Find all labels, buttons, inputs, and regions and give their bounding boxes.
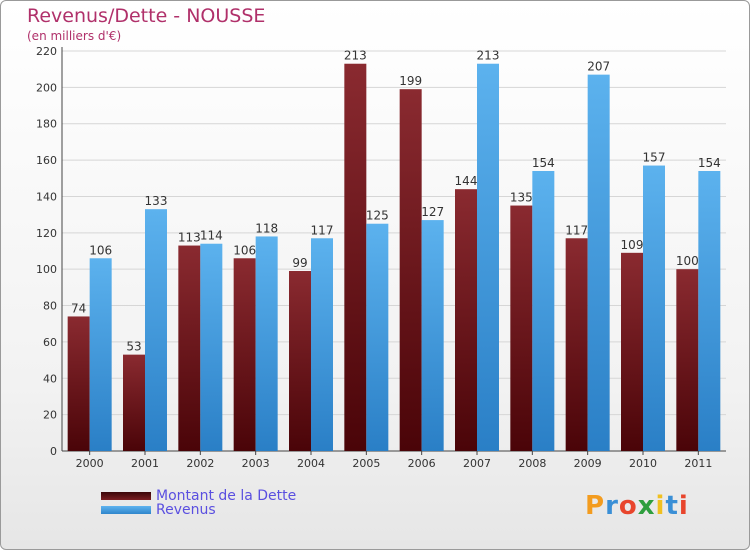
data-label: 144 — [455, 174, 478, 188]
y-tick-label: 140 — [36, 190, 57, 203]
bar-dette — [233, 258, 256, 451]
data-label: 125 — [366, 209, 389, 223]
x-tick-label: 2002 — [186, 457, 214, 470]
data-label: 117 — [311, 223, 334, 237]
data-label: 109 — [621, 238, 644, 252]
logo-letter: r — [605, 491, 619, 521]
logo-letter: x — [637, 491, 656, 521]
data-label: 118 — [255, 221, 278, 235]
bar-revenus — [587, 74, 610, 452]
x-tick-label: 2006 — [408, 457, 436, 470]
data-label: 207 — [587, 60, 610, 74]
bar-revenus — [255, 236, 278, 451]
y-tick-label: 120 — [36, 227, 57, 240]
x-tick-label: 2009 — [574, 457, 602, 470]
x-tick-label: 2005 — [352, 457, 380, 470]
bar-dette — [123, 354, 145, 451]
y-tick-label: 40 — [43, 372, 57, 385]
bar-dette — [289, 271, 311, 451]
bar-dette — [621, 252, 643, 451]
bar-dette — [344, 63, 367, 452]
y-tick-label: 80 — [43, 300, 57, 313]
bar-revenus — [698, 171, 721, 451]
x-tick-label: 2004 — [297, 457, 325, 470]
data-label: 53 — [126, 340, 141, 354]
legend-label-dette: Montant de la Dette — [156, 488, 297, 504]
chart-title: Revenus/Dette - NOUSSE — [27, 5, 266, 27]
data-label: 213 — [344, 49, 367, 63]
x-tick-label: 2000 — [76, 457, 104, 470]
logo-letter: o — [618, 491, 638, 521]
y-tick-label: 160 — [36, 154, 57, 167]
y-tick-label: 200 — [36, 81, 57, 94]
bar-dette — [676, 269, 699, 451]
data-label: 100 — [676, 254, 699, 268]
data-label: 106 — [233, 243, 256, 257]
bar-dette — [510, 205, 533, 451]
bar-revenus — [366, 223, 389, 451]
x-tick-label: 2010 — [629, 457, 657, 470]
data-label: 114 — [200, 229, 223, 243]
legend-item-dette: Montant de la Dette — [101, 488, 297, 504]
data-label: 127 — [421, 205, 444, 219]
legend-swatch-dette — [101, 492, 151, 500]
bar-revenus — [643, 165, 665, 451]
y-tick-label: 100 — [36, 263, 57, 276]
data-label: 74 — [71, 301, 86, 315]
x-tick-label: 2011 — [684, 457, 712, 470]
logo-letter: i — [678, 491, 689, 521]
bar-revenus — [532, 171, 555, 451]
logo-letter: t — [665, 491, 679, 521]
x-tick-label: 2003 — [242, 457, 270, 470]
data-label: 99 — [292, 256, 307, 270]
data-label: 106 — [89, 243, 112, 257]
bar-revenus — [311, 238, 333, 451]
data-label: 154 — [532, 156, 555, 170]
data-label: 157 — [643, 151, 666, 165]
bar-dette — [565, 238, 588, 451]
bar-dette — [455, 189, 477, 451]
x-tick-label: 2008 — [518, 457, 546, 470]
logo-letter: i — [655, 491, 666, 521]
proxiti-logo: Proxiti — [585, 491, 689, 521]
bar-revenus — [421, 220, 444, 451]
bar-revenus — [477, 63, 499, 452]
bar-revenus — [89, 258, 112, 451]
x-tick-label: 2007 — [463, 457, 491, 470]
legend-swatch-revenus — [101, 506, 151, 514]
data-label: 213 — [477, 49, 500, 63]
bar-dette — [67, 316, 90, 451]
bar-revenus — [200, 243, 223, 451]
y-tick-label: 220 — [36, 45, 57, 58]
x-tick-label: 2001 — [131, 457, 159, 470]
bar-dette — [178, 245, 201, 451]
data-label: 117 — [565, 223, 588, 237]
y-tick-label: 20 — [43, 409, 57, 422]
legend-label-revenus: Revenus — [156, 502, 216, 518]
data-label: 135 — [510, 191, 533, 205]
logo-letter: P — [585, 491, 606, 521]
y-tick-label: 180 — [36, 118, 57, 131]
y-tick-label: 0 — [50, 445, 57, 458]
y-tick-label: 60 — [43, 336, 57, 349]
data-label: 154 — [698, 156, 721, 170]
legend-item-revenus: Revenus — [101, 502, 216, 518]
data-label: 133 — [145, 194, 168, 208]
chart-subtitle: (en milliers d'€) — [27, 29, 122, 43]
data-label: 199 — [399, 74, 422, 88]
bar-revenus — [145, 209, 167, 451]
data-label: 113 — [178, 231, 201, 245]
bar-dette — [399, 89, 422, 451]
